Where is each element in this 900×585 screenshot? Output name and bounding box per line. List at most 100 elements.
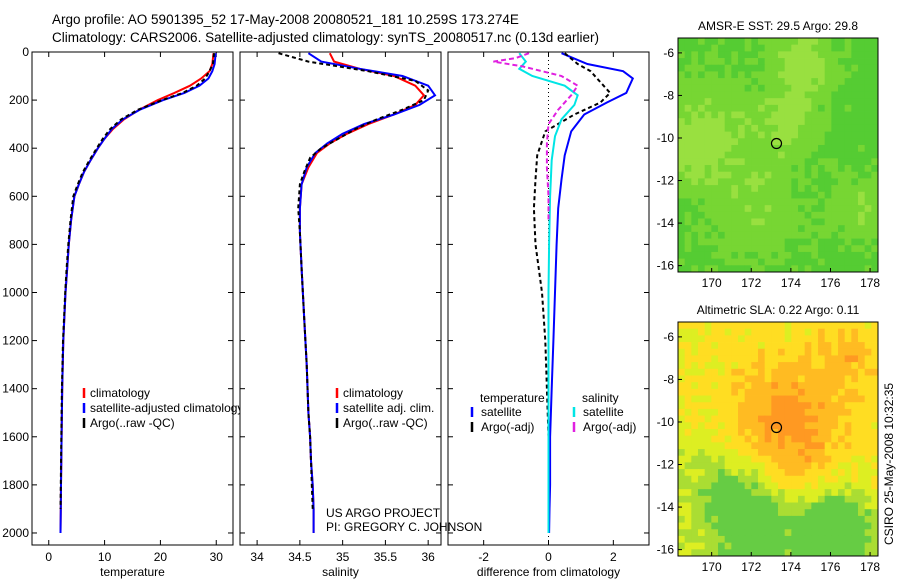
altimetric-sla-cell [831, 549, 839, 557]
amsre-sst-cell [851, 171, 859, 179]
amsre-sst-cell [811, 131, 819, 139]
amsre-sst-cell [684, 98, 692, 106]
amsre-sst-cell [704, 144, 712, 153]
amsre-sst-cell [864, 51, 872, 59]
amsre-sst-cell [731, 91, 739, 99]
amsre-sst-cell [704, 104, 712, 112]
altimetric-sla-cell [771, 342, 779, 350]
amsre-sst-cell [758, 158, 766, 166]
amsre-sst-cell [824, 178, 832, 186]
amsre-sst-cell [758, 205, 766, 213]
amsre-sst-cell [804, 118, 812, 126]
amsre-sst-cell [838, 131, 846, 139]
amsre-sst-cell [778, 51, 786, 59]
altimetric-sla-cell [744, 362, 752, 370]
amsre-sst-cell [698, 118, 706, 126]
amsre-sst-cell [778, 64, 786, 72]
amsre-sst-cell [818, 165, 826, 173]
altimetric-sla-cell [711, 342, 719, 350]
altimetric-sla-cell [678, 515, 686, 523]
altimetric-sla-cell [718, 495, 726, 503]
amsre-sst-cell [678, 265, 686, 273]
altimetric-sla-cell [831, 469, 839, 477]
amsre-sst-cell [838, 64, 846, 72]
difference-legend-label: satellite [583, 405, 624, 419]
amsre-sst-cell [771, 265, 779, 273]
altimetric-sla-cell [778, 335, 786, 343]
amsre-sst-cell [684, 151, 692, 159]
amsre-sst-cell [704, 245, 712, 253]
amsre-sst-cell [724, 158, 732, 166]
amsre-sst-cell [751, 84, 759, 92]
amsre-sst-cell [818, 178, 826, 186]
amsre-sst-cell [851, 251, 859, 260]
amsre-sst-cell [684, 118, 692, 126]
amsre-sst-cell [804, 91, 812, 99]
amsre-sst-cell [691, 191, 699, 199]
amsre-sst-cell [858, 238, 866, 246]
amsre-sst-cell [744, 165, 752, 173]
amsre-sst-cell [824, 205, 832, 213]
amsre-sst-cell [811, 78, 819, 86]
altimetric-sla-cell [764, 522, 772, 530]
altimetric-sla-cell [738, 402, 746, 410]
altimetric-sla-cell [778, 428, 786, 437]
altimetric-sla-cell [871, 522, 879, 530]
altimetric-sla-cell [744, 395, 752, 403]
altimetric-sla-cell [811, 529, 819, 537]
amsre-sst-cell [731, 38, 739, 46]
altimetric-sla-cell [784, 482, 792, 490]
altimetric-sla-xtick-label: 170 [702, 560, 722, 574]
amsre-sst-cell [778, 131, 786, 139]
altimetric-sla-cell [758, 382, 766, 390]
altimetric-sla-cell [691, 435, 699, 443]
amsre-sst-cell [711, 104, 719, 112]
altimetric-sla-cell [864, 375, 872, 383]
amsre-sst-cell [684, 198, 692, 206]
amsre-sst-cell [704, 191, 712, 199]
altimetric-sla-cell [824, 482, 832, 490]
altimetric-sla-cell [704, 328, 712, 336]
amsre-sst-cell [711, 191, 719, 199]
altimetric-sla-cell [764, 348, 772, 356]
temperature-xtick-label: 20 [154, 550, 168, 564]
altimetric-sla-cell [758, 469, 766, 477]
amsre-sst-cell [738, 238, 746, 246]
altimetric-sla-cell [791, 515, 799, 523]
amsre-sst-cell [704, 158, 712, 166]
altimetric-sla-cell [718, 415, 726, 423]
amsre-sst-cell [758, 144, 766, 153]
altimetric-sla-cell [851, 469, 859, 477]
amsre-sst-cell [871, 64, 879, 72]
altimetric-sla-cell [678, 455, 686, 463]
altimetric-sla-cell [784, 549, 792, 557]
altimetric-sla-cell [851, 442, 859, 450]
altimetric-sla-cell [851, 382, 859, 390]
altimetric-sla-cell [704, 495, 712, 503]
amsre-sst-cell [818, 38, 826, 46]
altimetric-sla-cell [871, 402, 879, 410]
amsre-sst-cell [744, 44, 752, 52]
amsre-sst-cell [811, 144, 819, 153]
amsre-sst-cell [751, 265, 759, 273]
amsre-sst-cell [771, 138, 779, 146]
altimetric-sla-cell [851, 455, 859, 463]
altimetric-sla-cell [824, 449, 832, 457]
altimetric-sla-cell [804, 535, 812, 544]
altimetric-sla-cell [804, 455, 812, 463]
altimetric-sla-cell [731, 422, 739, 430]
amsre-sst-cell [704, 165, 712, 173]
altimetric-sla-cell [704, 368, 712, 376]
amsre-sst-cell [851, 198, 859, 206]
amsre-sst-cell [844, 144, 852, 153]
amsre-sst-cell [738, 218, 746, 226]
altimetric-sla-cell [678, 522, 686, 530]
altimetric-sla-cell [731, 509, 739, 517]
amsre-sst-cell [751, 258, 759, 266]
amsre-sst-cell [764, 265, 772, 273]
amsre-sst-cell [824, 251, 832, 260]
altimetric-sla-cell [751, 342, 759, 350]
altimetric-sla-cell [778, 515, 786, 523]
amsre-sst-cell [771, 124, 779, 132]
altimetric-sla-cell [811, 395, 819, 403]
